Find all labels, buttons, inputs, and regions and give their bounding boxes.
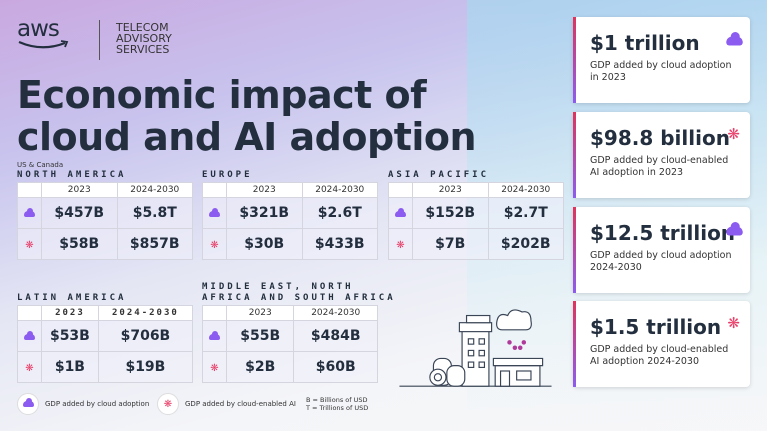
stat-card: ❋ $98.8 billion GDP added by cloud-enabled… <box>573 112 750 198</box>
region-table: 2023 2024-2030 $152B $2.7T ❋ $7B $202B <box>388 182 564 260</box>
value-cell: $58B <box>41 228 118 260</box>
region-heading: MIDDLE EAST, NORTH AFRICA AND SOUTH AFRIC… <box>202 282 396 303</box>
table-row-ai: ❋ $1B $19B <box>17 351 194 383</box>
column-header: 2024-2030 <box>97 305 194 321</box>
legend-ai: ❋ GDP added by cloud-enabled AI <box>157 393 296 415</box>
cloud-icon <box>726 32 743 46</box>
column-header: 2024-2030 <box>487 182 564 198</box>
division-line: TELECOM <box>116 21 169 34</box>
value-cell: $2.6T <box>301 197 378 229</box>
column-header: 2024-2030 <box>301 182 378 198</box>
value-cell: $2B <box>225 351 295 383</box>
column-header: 2024-2030 <box>293 305 378 321</box>
value-cell: $857B <box>116 228 193 260</box>
ai-chip-icon: ❋ <box>25 240 34 251</box>
unit-trillions: T = Trillions of USD <box>306 404 369 412</box>
logo-text: aws <box>17 16 60 42</box>
ai-chip-icon: ❋ <box>727 314 740 332</box>
value-cell: $484B <box>293 320 378 352</box>
table-row-cloud: $321B $2.6T <box>202 197 378 229</box>
value-cell: $457B <box>41 197 118 229</box>
cloud-icon <box>209 208 220 217</box>
ai-chip-icon: ❋ <box>25 363 34 374</box>
cloud-icon <box>395 208 406 217</box>
value-cell: $706B <box>97 320 194 352</box>
stat-card: $12.5 trillion GDP added by cloud adoptio… <box>573 207 750 293</box>
column-header: 2023 <box>226 182 303 198</box>
ai-chip-icon: ❋ <box>727 125 740 143</box>
value-cell: $55B <box>225 320 295 352</box>
value-cell: $60B <box>293 351 378 383</box>
region-heading: EUROPE <box>202 170 253 180</box>
stat-description: GDP added by cloud adoption 2024-2030 <box>590 250 732 273</box>
value-cell: $152B <box>412 197 489 229</box>
division-line: SERVICES <box>116 43 170 56</box>
value-cell: $321B <box>226 197 303 229</box>
column-header: 2023 <box>225 305 295 321</box>
value-cell: $7B <box>412 228 489 260</box>
stat-value: $98.8 billion <box>590 126 730 150</box>
legend-cloud: GDP added by cloud adoption <box>17 393 149 415</box>
stat-value: $12.5 trillion <box>590 221 736 245</box>
table-row-cloud: $55B $484B <box>202 320 378 352</box>
column-header: 2024-2030 <box>116 182 193 198</box>
ai-chip-icon: ❋ <box>210 240 219 251</box>
value-cell: $1B <box>41 351 99 383</box>
ai-chip-icon: ❋ <box>210 363 219 374</box>
region-heading: ASIA PACIFIC <box>388 170 490 180</box>
stat-card: ❋ $1.5 trillion GDP added by cloud-enabled… <box>573 301 750 387</box>
region-table: 2023 2024-2030 $55B $484B ❋ $2B $60B <box>202 305 378 383</box>
table-row-ai: ❋ $2B $60B <box>202 351 378 383</box>
table-row-ai: ❋ $30B $433B <box>202 228 378 260</box>
region-table: 2023 2024-2030 $321B $2.6T ❋ $30B $433B <box>202 182 378 260</box>
region-table: 2023 2024-2030 $53B $706B ❋ $1B $19B <box>17 305 194 383</box>
value-cell: $202B <box>487 228 564 260</box>
column-header: 2023 <box>41 182 118 198</box>
region-table: 2023 2024-2030 $457B $5.8T ❋ $58B $857B <box>17 182 193 260</box>
table-row-cloud: $53B $706B <box>17 320 194 352</box>
cloud-icon <box>24 331 35 340</box>
cloud-icon <box>24 208 35 217</box>
column-header: 2023 <box>41 305 99 321</box>
table-row-cloud: $152B $2.7T <box>388 197 564 229</box>
column-header: 2023 <box>412 182 489 198</box>
unit-billions: B = Billions of USD <box>306 396 368 404</box>
legend-label: GDP added by cloud adoption <box>45 400 150 408</box>
value-cell: $30B <box>226 228 303 260</box>
ai-chip-icon: ❋ <box>396 240 405 251</box>
division-line: ADVISORY <box>116 32 172 45</box>
aws-logo: aws TELECOM ADVISORY SERVICES <box>17 18 172 60</box>
stat-description: GDP added by cloud-enabled AI adoption i… <box>590 155 729 178</box>
stat-description: GDP added by cloud-enabled AI adoption 2… <box>590 344 729 367</box>
stat-card: $1 trillion GDP added by cloud adoption i… <box>573 17 750 103</box>
table-row-cloud: $457B $5.8T <box>17 197 193 229</box>
value-cell: $19B <box>97 351 194 383</box>
value-cell: $2.7T <box>487 197 564 229</box>
units-note: B = Billions of USD T = Trillions of USD <box>306 396 368 412</box>
city-illustration-icon <box>399 309 552 387</box>
table-row-ai: ❋ $58B $857B <box>17 228 193 260</box>
ai-chip-icon: ❋ <box>163 398 173 410</box>
cloud-icon <box>22 398 34 407</box>
region-heading: LATIN AMERICA <box>17 293 127 303</box>
cloud-icon <box>209 331 220 340</box>
stat-description: GDP added by cloud adoption in 2023 <box>590 60 732 83</box>
stat-value: $1 trillion <box>590 31 700 55</box>
cloud-icon <box>726 222 743 236</box>
aws-wordmark: aws <box>17 16 73 49</box>
table-row-ai: ❋ $7B $202B <box>388 228 564 260</box>
page-title: Economic impact of cloud and AI adoption <box>17 73 477 159</box>
division-name: TELECOM ADVISORY SERVICES <box>116 18 172 55</box>
value-cell: $433B <box>301 228 378 260</box>
region-heading: NORTH AMERICA <box>17 170 127 180</box>
stat-value: $1.5 trillion <box>590 315 722 339</box>
divider <box>99 20 100 60</box>
region-subtitle: US & Canada <box>17 161 64 169</box>
value-cell: $5.8T <box>116 197 193 229</box>
legend-label: GDP added by cloud-enabled AI <box>185 400 296 408</box>
value-cell: $53B <box>41 320 99 352</box>
